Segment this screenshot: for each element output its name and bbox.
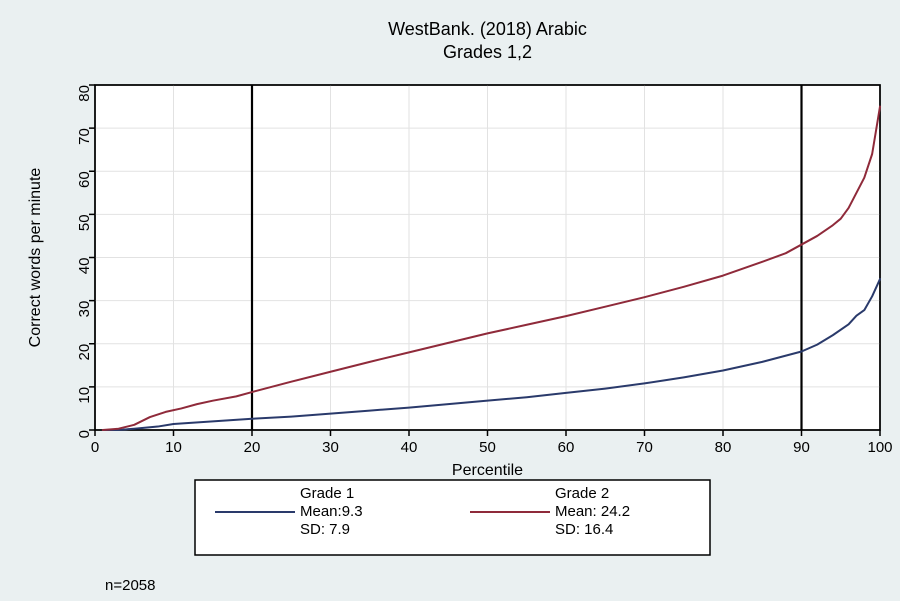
y-tick-label: 50 [76,214,93,231]
y-tick-label: 0 [76,430,93,438]
y-tick-label: 40 [76,258,93,275]
x-tick-label: 20 [244,439,261,456]
x-tick-label: 40 [401,439,418,456]
y-axis-title: Correct words per minute [27,168,44,348]
legend-label-grade2: Grade 2 [555,485,609,502]
x-tick-label: 70 [636,439,653,456]
x-tick-label: 60 [558,439,575,456]
x-tick-label: 10 [165,439,182,456]
y-tick-label: 30 [76,301,93,318]
y-tick-label: 20 [76,344,93,361]
x-tick-label: 0 [91,439,99,456]
legend-sd-grade1: SD: 7.9 [300,521,350,538]
y-tick-label: 70 [76,128,93,145]
legend-sd-grade2: SD: 16.4 [555,521,613,538]
x-tick-label: 80 [715,439,732,456]
y-tick-label: 10 [76,387,93,404]
y-tick-label: 60 [76,171,93,188]
x-tick-label: 100 [867,439,892,456]
percentile-chart: WestBank. (2018) Arabic Grades 1,2 0 10 20 30… [0,0,900,601]
x-tick-label: 50 [479,439,496,456]
legend-mean-grade2: Mean: 24.2 [555,503,630,520]
chart-title-line2: Grades 1,2 [443,42,532,62]
y-tick-label: 80 [76,85,93,102]
x-axis-title: Percentile [452,462,523,479]
legend-box [195,480,710,555]
x-tick-label: 90 [793,439,810,456]
legend-label-grade1: Grade 1 [300,485,354,502]
footer-n: n=2058 [105,577,155,594]
x-tick-label: 30 [322,439,339,456]
legend-mean-grade1: Mean:9.3 [300,503,363,520]
chart-title-line1: WestBank. (2018) Arabic [388,19,587,39]
